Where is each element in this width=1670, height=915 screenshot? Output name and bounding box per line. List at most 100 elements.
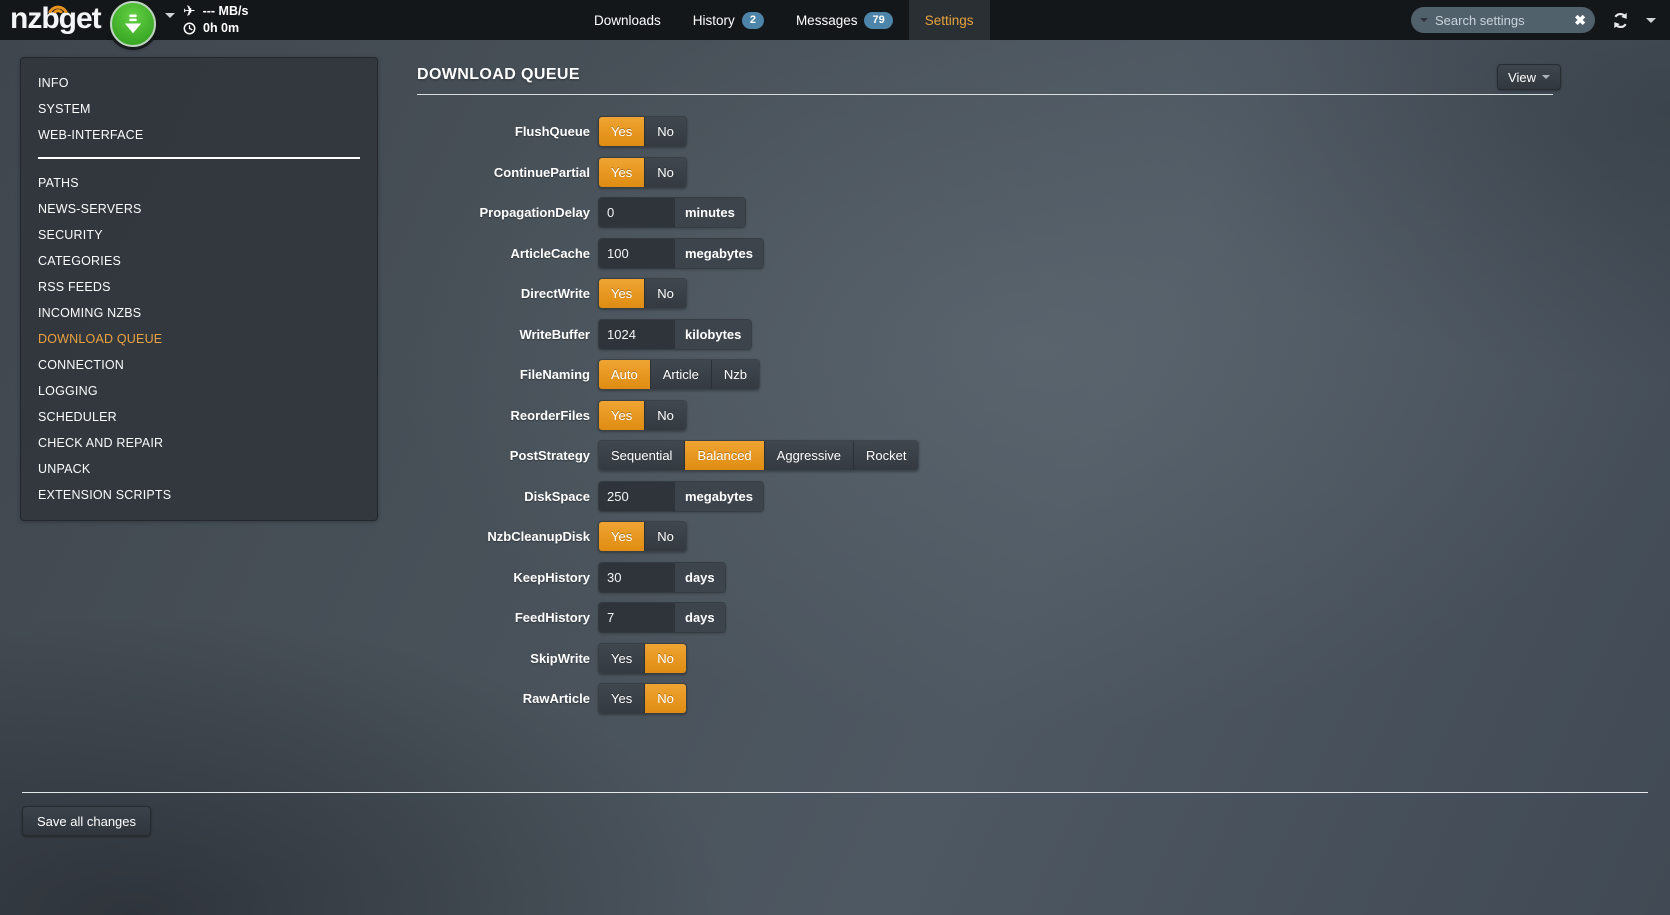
sidebar-item-paths[interactable]: PATHS	[38, 176, 79, 190]
setting-label: FlushQueue	[514, 124, 590, 139]
skipwrite-option-yes[interactable]: Yes	[599, 643, 646, 673]
nzbcleanupdisk-option-yes[interactable]: Yes	[599, 522, 646, 551]
sidebar-item-scheduler[interactable]: SCHEDULER	[38, 410, 117, 424]
airplane-icon: ✈	[183, 3, 196, 20]
poststrategy-option-aggressive[interactable]: Aggressive	[764, 441, 854, 470]
setting-row: FlushQueue Yes No	[417, 116, 1553, 147]
download-menu-caret-icon[interactable]	[165, 13, 175, 18]
navbar: nzbget ✈ --- MB/s 0h 0m Downloads History…	[0, 0, 1670, 47]
download-toggle-button[interactable]	[110, 1, 156, 47]
articlecache-input-group: megabytes	[598, 237, 764, 269]
setting-label: SkipWrite	[530, 650, 590, 666]
unit-label: megabytes	[675, 238, 763, 268]
unit-label: minutes	[675, 198, 745, 227]
tab-messages[interactable]: Messages 79	[780, 0, 909, 40]
poststrategy-toggle-group: Sequential Balanced Aggressive Rocket	[598, 440, 920, 471]
sidebar-item-rss-feeds[interactable]: RSS FEEDS	[38, 280, 111, 294]
search-scope-caret-icon[interactable]	[1420, 18, 1428, 22]
poststrategy-option-balanced[interactable]: Balanced	[685, 441, 765, 470]
flushqueue-option-no[interactable]: No	[645, 117, 686, 146]
filenaming-option-article[interactable]: Article	[650, 360, 712, 389]
unit-label: kilobytes	[675, 319, 752, 349]
save-all-changes-button[interactable]: Save all changes	[22, 806, 152, 836]
writebuffer-input-group: kilobytes	[598, 318, 753, 350]
feedhistory-input-group: days	[598, 602, 726, 633]
count-badge: 79	[864, 11, 893, 29]
setting-row: FileNaming Auto Article Nzb	[417, 359, 1553, 390]
sidebar-item-connection[interactable]: CONNECTION	[38, 358, 125, 372]
sidebar-item-system[interactable]: SYSTEM	[38, 102, 91, 116]
nzbcleanupdisk-toggle-group: Yes No	[598, 521, 687, 552]
sidebar-item-info[interactable]: INFO	[38, 76, 69, 90]
setting-label: NzbCleanupDisk	[487, 529, 590, 544]
nzbcleanupdisk-option-no[interactable]: No	[645, 522, 686, 551]
reorderfiles-option-yes[interactable]: Yes	[599, 400, 646, 430]
sidebar-item-security[interactable]: SECURITY	[38, 228, 103, 242]
sidebar-item-categories[interactable]: CATEGORIES	[38, 254, 122, 268]
rawarticle-toggle-group: Yes No	[598, 683, 687, 714]
tab-history[interactable]: History 2	[677, 0, 780, 40]
continuepartial-option-no[interactable]: No	[645, 157, 686, 187]
sidebar-item-logging[interactable]: LOGGING	[38, 384, 98, 398]
page-header: DOWNLOAD QUEUE View	[417, 64, 1561, 95]
diskspace-input[interactable]	[599, 481, 675, 511]
navbar-menu-caret-icon[interactable]	[1646, 17, 1656, 23]
setting-label: WriteBuffer	[519, 326, 590, 342]
settings-sidebar: INFO SYSTEM WEB-INTERFACE PATHS NEWS-SERVERS…	[20, 57, 378, 521]
refresh-icon	[1614, 12, 1627, 28]
directwrite-option-no[interactable]: No	[645, 279, 686, 308]
flushqueue-option-yes[interactable]: Yes	[599, 117, 646, 146]
rawarticle-option-no[interactable]: No	[645, 684, 686, 713]
setting-label: PostStrategy	[509, 448, 590, 463]
sidebar-item-unpack[interactable]: UNPACK	[38, 462, 91, 476]
setting-row: KeepHistory days	[417, 561, 1553, 593]
articlecache-input[interactable]	[599, 238, 675, 268]
filenaming-option-auto[interactable]: Auto	[599, 360, 651, 389]
search-box[interactable]: ✖	[1411, 7, 1595, 33]
sidebar-item-web-interface[interactable]: WEB-INTERFACE	[38, 128, 144, 142]
view-button[interactable]: View	[1497, 64, 1561, 90]
poststrategy-option-rocket[interactable]: Rocket	[853, 441, 919, 470]
keephistory-input[interactable]	[599, 562, 675, 592]
tab-label: Messages	[795, 12, 858, 28]
setting-label: FeedHistory	[514, 610, 590, 625]
view-caret-icon	[1542, 75, 1550, 79]
filenaming-option-nzb[interactable]: Nzb	[711, 360, 759, 389]
sidebar-item-extension-scripts[interactable]: EXTENSION SCRIPTS	[38, 488, 172, 502]
poststrategy-option-sequential[interactable]: Sequential	[599, 441, 686, 470]
search-input[interactable]	[1435, 12, 1575, 28]
speed-value: --- MB/s	[202, 4, 249, 18]
setting-label: ArticleCache	[510, 245, 590, 261]
propagationdelay-input[interactable]	[599, 198, 675, 227]
setting-row: NzbCleanupDisk Yes No	[417, 521, 1553, 552]
setting-row: PostStrategy Sequential Balanced Aggressive…	[417, 440, 1553, 471]
sidebar-item-incoming-nzbs[interactable]: INCOMING NZBS	[38, 306, 142, 320]
download-arrow-icon	[124, 14, 142, 34]
setting-row: FeedHistory days	[417, 602, 1553, 633]
search-clear-icon[interactable]: ✖	[1574, 12, 1586, 28]
continuepartial-option-yes[interactable]: Yes	[599, 157, 646, 187]
reorderfiles-option-no[interactable]: No	[645, 400, 686, 430]
status-box: ✈ --- MB/s 0h 0m	[183, 3, 248, 37]
tab-settings[interactable]: Settings	[908, 0, 990, 40]
skipwrite-option-no[interactable]: No	[645, 643, 686, 673]
rawarticle-option-yes[interactable]: Yes	[599, 684, 646, 713]
sidebar-item-check-and-repair[interactable]: CHECK AND REPAIR	[38, 436, 164, 450]
time-status: 0h 0m	[183, 20, 248, 37]
refresh-button[interactable]	[1611, 11, 1630, 30]
nav-tabs: Downloads History 2 Messages 79 Settings	[578, 0, 990, 40]
logo-waves-icon	[48, 5, 68, 13]
view-button-label: View	[1508, 69, 1536, 85]
tab-downloads[interactable]: Downloads	[578, 0, 677, 40]
directwrite-toggle-group: Yes No	[598, 278, 687, 309]
feedhistory-input[interactable]	[599, 603, 675, 632]
setting-label: ContinuePartial	[493, 164, 590, 180]
sidebar-item-news-servers[interactable]: NEWS-SERVERS	[38, 202, 142, 216]
writebuffer-input[interactable]	[599, 319, 675, 349]
directwrite-option-yes[interactable]: Yes	[599, 279, 646, 308]
filenaming-toggle-group: Auto Article Nzb	[598, 359, 760, 390]
app-logo[interactable]: nzbget	[10, 2, 102, 36]
keephistory-input-group: days	[598, 561, 726, 593]
sidebar-item-download-queue[interactable]: DOWNLOAD QUEUE	[38, 332, 163, 346]
time-remaining-value: 0h 0m	[203, 21, 240, 35]
